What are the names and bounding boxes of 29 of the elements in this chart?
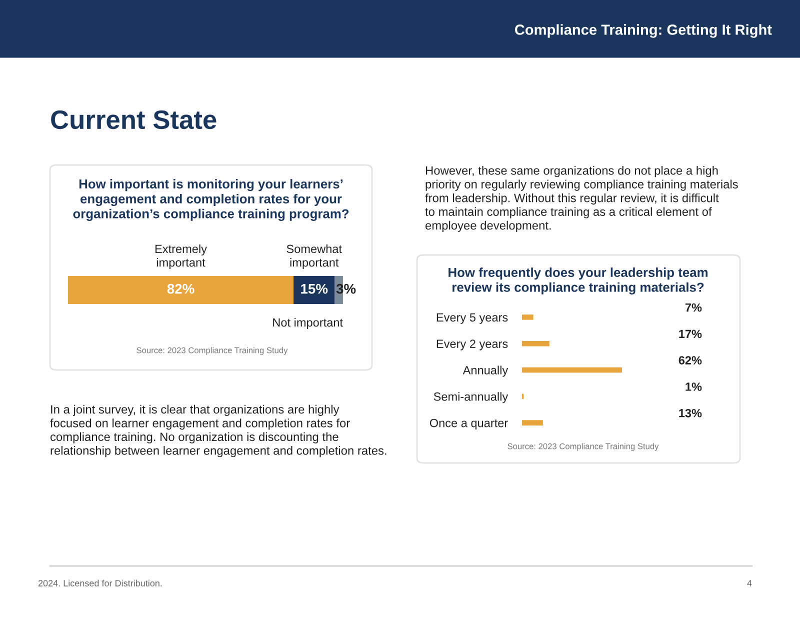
bar <box>522 420 543 426</box>
series-label: Not important <box>273 318 343 330</box>
chart-title: How important is monitoring your learners’ engagement and completion rates for your organization’s compliance training program? <box>73 179 349 221</box>
data-label: 15% <box>301 284 328 294</box>
chart-title: How frequently does your leadership team review its compliance training materials? <box>448 268 708 294</box>
data-label: 13% <box>679 408 702 418</box>
bar <box>522 340 550 346</box>
series-label: Extremely important <box>155 244 207 269</box>
bar <box>522 367 622 373</box>
y-tick-label: Semi-annually <box>434 392 508 404</box>
data-label: 82% <box>167 284 194 294</box>
text: Compliance Training: Getting It Right <box>514 24 772 38</box>
source-note: Source: 2023 Compliance Training Study <box>136 347 288 355</box>
y-tick-label: Once a quarter <box>430 418 508 430</box>
data-label: 62% <box>678 356 702 364</box>
source-note: Source: 2023 Compliance Training Study <box>508 443 659 451</box>
y-tick-label: Every 2 years <box>436 340 508 350</box>
data-label: 7% <box>685 303 702 312</box>
series-label: Somewhat important <box>286 244 342 269</box>
y-tick-label: Annually <box>462 366 508 377</box>
text: Current State <box>51 110 216 130</box>
data-label: 1% <box>686 382 702 391</box>
data-label: 17% <box>679 330 702 338</box>
text: In a joint survey, it is clear that organizations are highly focused on learner engagement and completion rates for compliance training. No organization is discounting the relationship between learner engagement and completion rates. <box>50 404 386 458</box>
bar <box>522 314 534 320</box>
text: 2024. Licensed for Distribution. <box>38 580 162 586</box>
text: 4 <box>747 580 752 586</box>
y-tick-label: Every 5 years <box>436 313 508 324</box>
text: However, these same organizations do not place a high priority on regularly reviewing compliance training materials from leadership. Without this regular review, it is difficult to maintain compliance training as a critical element of employee development. <box>425 166 738 232</box>
